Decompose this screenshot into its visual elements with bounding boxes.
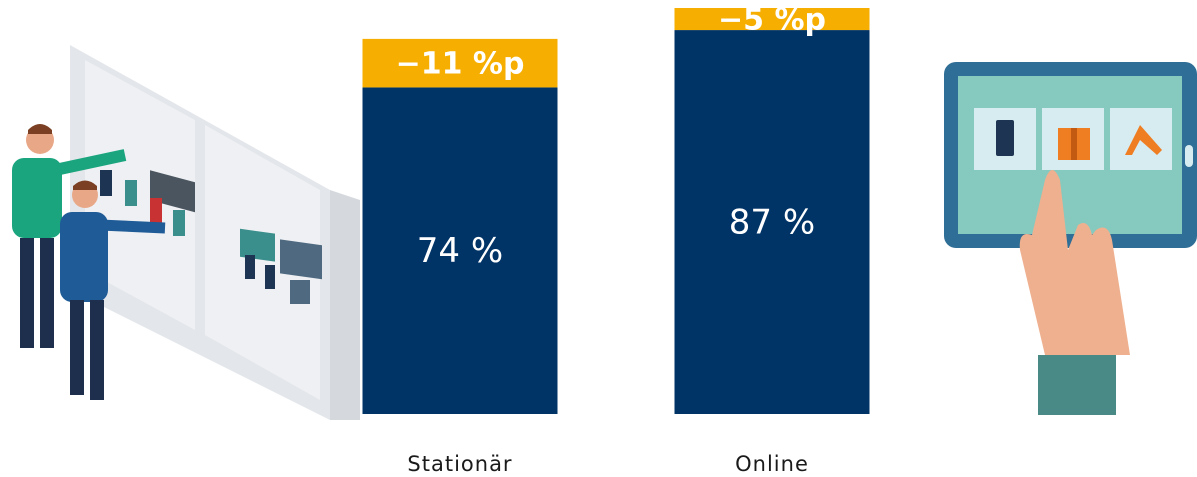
bar-segment — [362, 38, 558, 88]
tablet-illustration — [944, 62, 1197, 415]
x-tick-label: Online — [735, 452, 809, 476]
bar-segment — [674, 8, 870, 31]
value-label: −11 %p — [396, 47, 525, 82]
bar-segment — [362, 87, 558, 414]
x-tick-label: Stationär — [407, 452, 512, 476]
value-label: 87 % — [729, 203, 815, 243]
value-label: 74 % — [417, 231, 503, 271]
store-illustration — [12, 45, 360, 420]
value-label: −5 %p — [718, 3, 826, 38]
bar-segment — [674, 30, 870, 415]
